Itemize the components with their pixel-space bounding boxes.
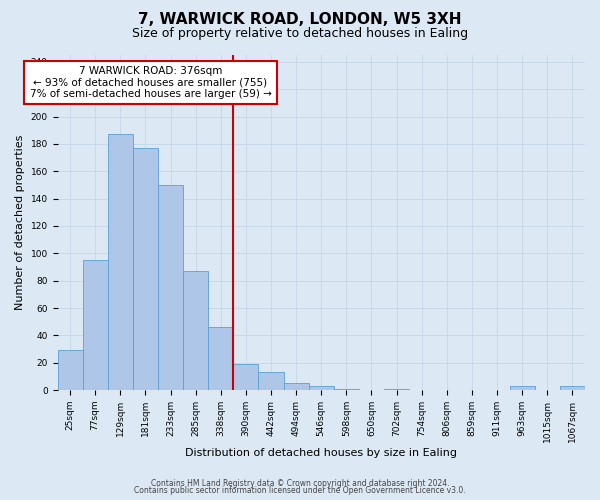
Bar bbox=[183, 271, 208, 390]
Bar bbox=[58, 350, 83, 390]
Bar bbox=[259, 372, 284, 390]
Bar bbox=[133, 148, 158, 390]
Bar bbox=[560, 386, 585, 390]
X-axis label: Distribution of detached houses by size in Ealing: Distribution of detached houses by size … bbox=[185, 448, 457, 458]
Bar bbox=[509, 386, 535, 390]
Bar bbox=[309, 386, 334, 390]
Text: Contains public sector information licensed under the Open Government Licence v3: Contains public sector information licen… bbox=[134, 486, 466, 495]
Bar bbox=[284, 384, 309, 390]
Bar bbox=[384, 388, 409, 390]
Bar bbox=[108, 134, 133, 390]
Text: 7, WARWICK ROAD, LONDON, W5 3XH: 7, WARWICK ROAD, LONDON, W5 3XH bbox=[138, 12, 462, 28]
Y-axis label: Number of detached properties: Number of detached properties bbox=[15, 135, 25, 310]
Text: Size of property relative to detached houses in Ealing: Size of property relative to detached ho… bbox=[132, 28, 468, 40]
Bar bbox=[83, 260, 108, 390]
Text: 7 WARWICK ROAD: 376sqm
← 93% of detached houses are smaller (755)
7% of semi-det: 7 WARWICK ROAD: 376sqm ← 93% of detached… bbox=[29, 66, 271, 99]
Text: Contains HM Land Registry data © Crown copyright and database right 2024.: Contains HM Land Registry data © Crown c… bbox=[151, 478, 449, 488]
Bar bbox=[334, 388, 359, 390]
Bar bbox=[208, 327, 233, 390]
Bar bbox=[158, 185, 183, 390]
Bar bbox=[233, 364, 259, 390]
